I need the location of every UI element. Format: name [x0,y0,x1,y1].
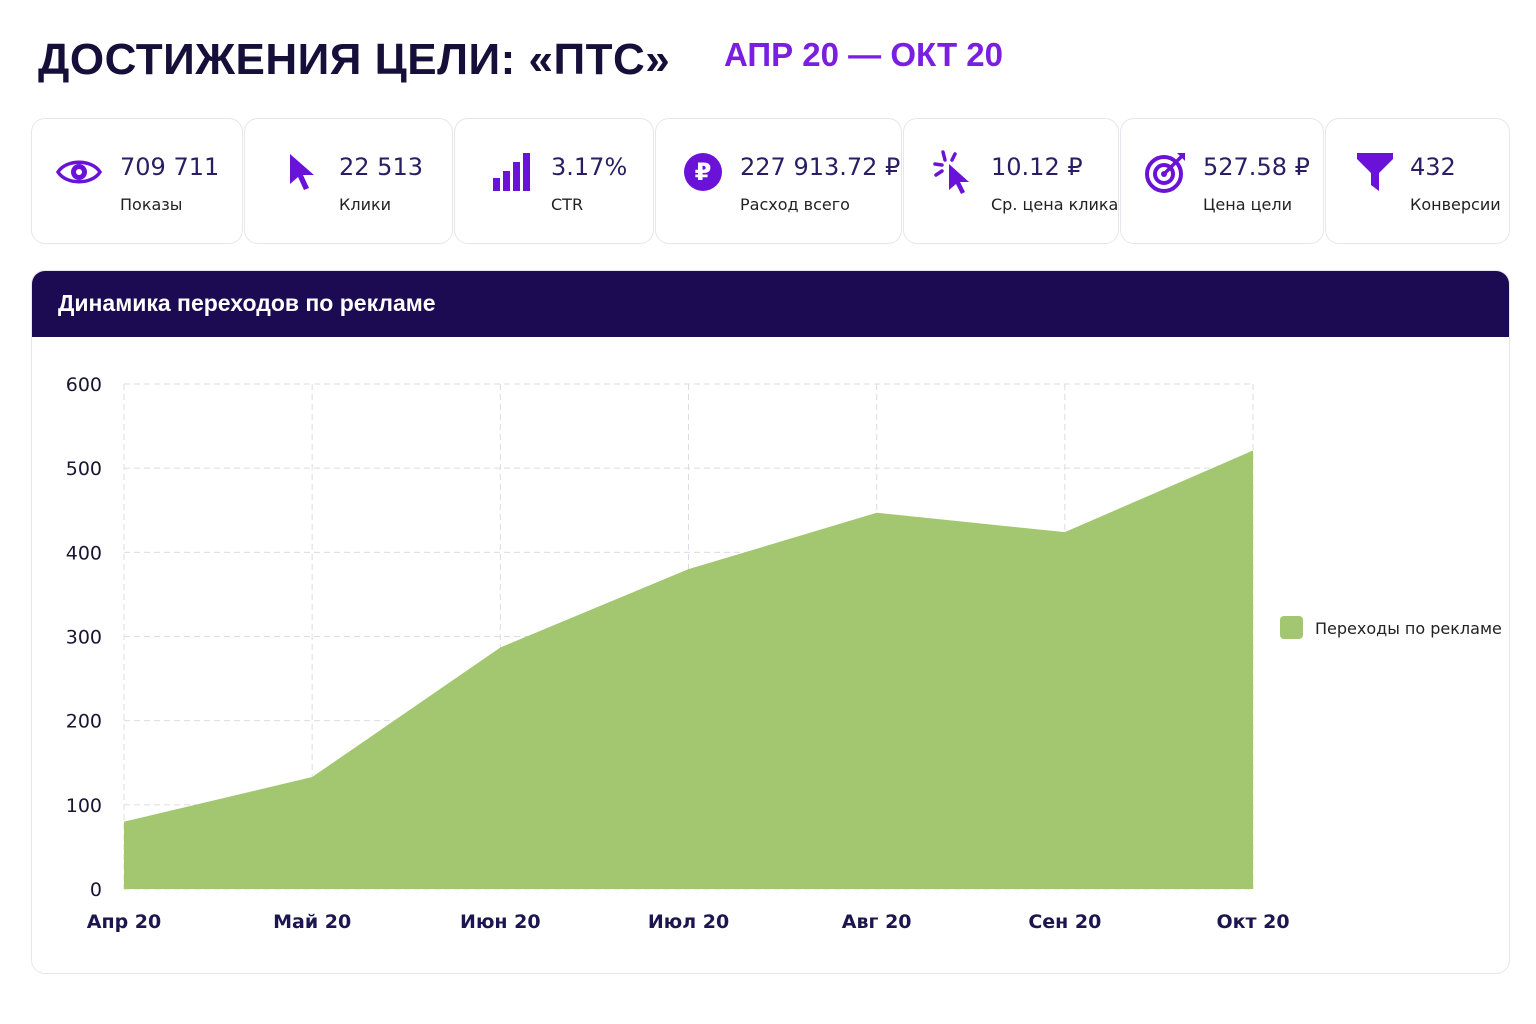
kpi-card-clicks: 22 513 Клики [244,118,453,244]
y-tick-label: 0 [90,879,102,901]
bar-chart-icon [487,149,537,195]
kpi-value: 432 [1410,153,1456,181]
funnel-icon [1350,149,1400,195]
cursor-icon [277,149,327,195]
x-tick-label: Июл 20 [648,911,729,933]
y-tick-label: 100 [66,795,102,817]
kpi-value: 22 513 [339,153,423,181]
kpi-value: 10.12 ₽ [991,153,1083,181]
kpi-label: Клики [339,195,392,214]
chart-card: 0 100 200 300 400 500 600 Апр 20 Май 20 Июн 20 Июл… [31,270,1510,974]
y-tick-label: 400 [66,542,102,564]
x-tick-label: Июн 20 [460,911,541,933]
page-title: ДОСТИЖЕНИЯ ЦЕЛИ: «ПТС» [38,35,671,84]
chart-legend: Переходы по рекламе [1280,616,1502,639]
page-header: ДОСТИЖЕНИЯ ЦЕЛИ: «ПТС» [38,30,670,90]
kpi-label: CTR [551,195,584,214]
kpi-card-spend: ₽ 227 913.72 ₽ Расход всего [655,118,902,244]
chart-header: Динамика переходов по рекламе [32,271,1509,337]
chart-title: Динамика переходов по рекламе [58,290,436,316]
kpi-label: Цена цели [1203,195,1292,214]
x-tick-label: Май 20 [273,911,351,933]
kpi-label: Конверсии [1410,195,1501,214]
eye-icon [54,149,104,195]
y-tick-label: 300 [66,627,102,649]
svg-text:₽: ₽ [695,158,712,186]
y-tick-label: 200 [66,711,102,733]
ruble-coin-icon: ₽ [678,149,728,195]
series-area [124,450,1253,889]
kpi-card-conversions: 432 Конверсии [1325,118,1510,244]
y-tick-label: 600 [66,374,102,396]
kpi-label: Ср. цена клика [991,195,1119,214]
report-period: АПР 20 — ОКТ 20 [724,36,1004,73]
kpi-value: 709 711 [120,153,220,181]
kpi-card-avg-cpc: 10.12 ₽ Ср. цена клика [903,118,1119,244]
kpi-value: 527.58 ₽ [1203,153,1310,181]
legend-swatch [1280,616,1303,639]
legend-label: Переходы по рекламе [1315,619,1502,638]
kpi-value: 227 913.72 ₽ [740,153,901,181]
x-tick-label: Окт 20 [1216,911,1289,933]
x-tick-label: Апр 20 [87,911,162,933]
kpi-label: Расход всего [740,195,850,214]
kpi-card-goal-cost: 527.58 ₽ Цена цели [1120,118,1324,244]
x-tick-label: Сен 20 [1028,911,1101,933]
area-chart: 0 100 200 300 400 500 600 Апр 20 Май 20 Июн 20 Июл… [66,374,1502,933]
click-icon [930,149,980,195]
kpi-card-ctr: 3.17% CTR [454,118,654,244]
x-tick-label: Авг 20 [842,911,912,933]
target-icon [1141,149,1191,195]
y-tick-label: 500 [66,458,102,480]
kpi-label: Показы [120,195,183,214]
kpi-card-impressions: 709 711 Показы [31,118,243,244]
kpi-value: 3.17% [551,153,628,181]
